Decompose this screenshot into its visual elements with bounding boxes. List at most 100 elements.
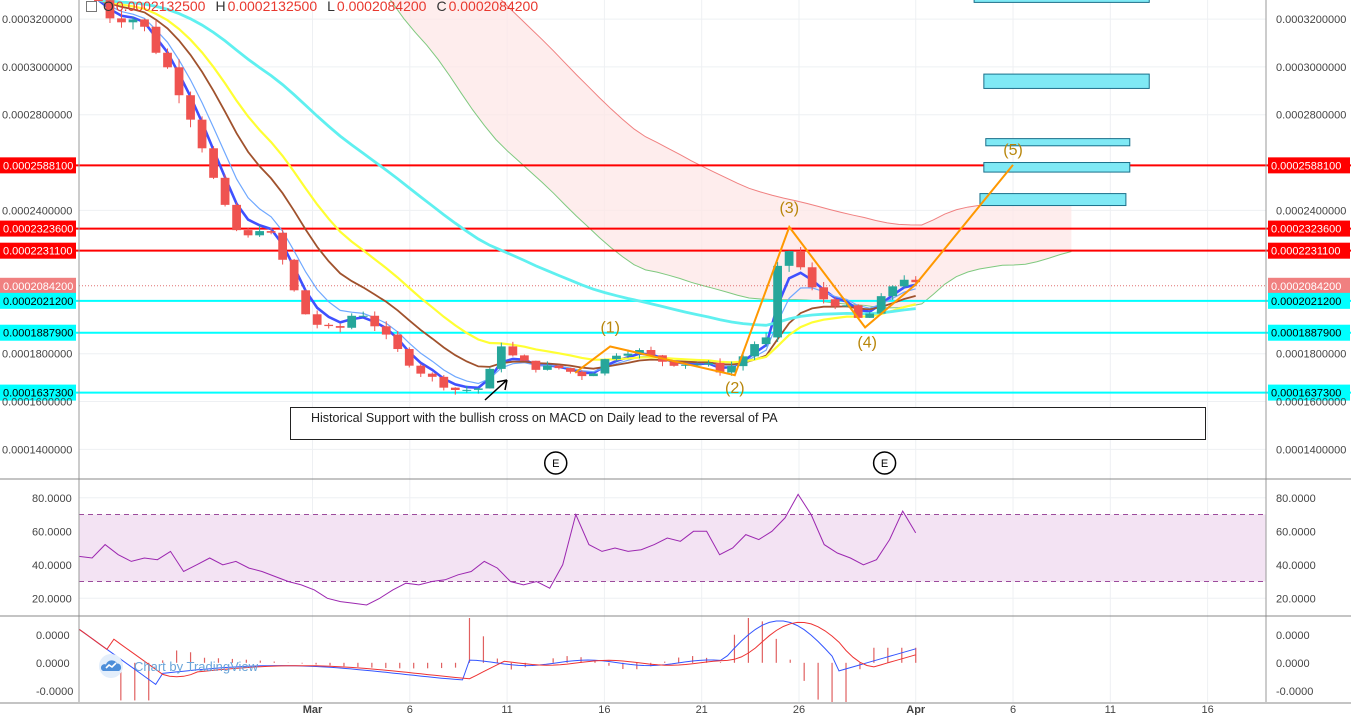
candle-body (807, 267, 817, 288)
rsi-tick-label: 20.0000 (1276, 593, 1316, 605)
candle-body (289, 259, 299, 291)
candle-body (450, 387, 460, 390)
candle-body (669, 361, 679, 366)
level-label: 0.0002588100 (1271, 160, 1341, 172)
candle-body (692, 364, 702, 366)
event-marker (872, 451, 897, 475)
low-value: 0.0002084200 (336, 0, 427, 14)
candle-body (266, 231, 276, 233)
candle (140, 18, 149, 32)
candle (830, 297, 840, 310)
candle-body (750, 344, 759, 357)
candle (450, 387, 460, 395)
candle-body (462, 389, 472, 391)
price-tick-label: 0.0002400000 (2, 205, 72, 217)
candle-body (174, 67, 184, 96)
candle-body (519, 355, 529, 361)
candle-body (485, 368, 495, 389)
candle-body (830, 299, 840, 307)
rsi-band (79, 514, 1266, 582)
macd-line (79, 620, 916, 686)
candle (197, 116, 207, 153)
level-label-bg (0, 277, 76, 294)
candle-body (635, 350, 644, 354)
candle (186, 91, 195, 128)
level-label-bg (1268, 220, 1350, 237)
candle (243, 227, 253, 238)
candle-body (554, 365, 564, 369)
target-zone (973, 0, 1150, 3)
candle (543, 361, 552, 371)
price-tick-label: 0.0001400000 (1276, 444, 1346, 456)
candle-body (381, 326, 391, 335)
candle (105, 0, 115, 24)
candle (151, 20, 161, 55)
candle (404, 347, 414, 368)
candle-body (589, 373, 598, 377)
target-zones (973, 0, 1150, 207)
candle (393, 331, 403, 352)
rsi-tick-label: 40.0000 (32, 560, 72, 572)
time-tick-label: Apr (906, 704, 926, 715)
target-zone (979, 193, 1127, 207)
tradingview-watermark[interactable]: Chart by TradingView (96, 654, 258, 678)
candle-body (784, 251, 794, 266)
macd-tick-label: 0.0000 (1276, 658, 1310, 670)
level-label: 0.0002588100 (3, 160, 73, 172)
expand-icon[interactable] (86, 1, 97, 12)
grid-lines (79, 0, 1266, 702)
candle-body (128, 19, 138, 23)
level-label: 0.0002084200 (3, 281, 73, 293)
level-label: 0.0001637300 (1271, 388, 1341, 400)
candle (519, 354, 529, 361)
candle-body (876, 296, 886, 314)
candle-body (899, 279, 909, 287)
candle (128, 16, 138, 30)
time-tick-label: 11 (501, 704, 512, 715)
rsi-tick-label: 60.0000 (32, 526, 72, 538)
candle-body (278, 232, 288, 260)
price-tick-label: 0.0002800000 (1276, 110, 1346, 122)
level-label-bg (0, 324, 76, 341)
candle-body (819, 287, 829, 300)
candle (439, 375, 449, 391)
candle (715, 358, 725, 376)
candle-body (577, 371, 587, 377)
candle-body (842, 305, 852, 307)
candle-body (186, 95, 195, 120)
high-label: H (215, 0, 226, 14)
candle (485, 367, 495, 389)
price-tick-label: 0.0002800000 (2, 110, 72, 122)
candle-body (911, 279, 921, 283)
level-label: 0.0001637300 (3, 388, 73, 400)
level-label: 0.0002323600 (3, 224, 73, 236)
level-label: 0.0002021200 (3, 296, 73, 308)
macd-tick-label: 0.0000 (1276, 630, 1310, 642)
span-b-line (500, 0, 1072, 226)
candle (174, 59, 184, 104)
price-tick-label: 0.0003200000 (2, 14, 72, 26)
candle-body (117, 18, 126, 23)
candle-body (473, 388, 483, 390)
level-label: 0.0001887900 (3, 328, 73, 340)
macd-tick-label: -0.0000 (36, 686, 73, 698)
candle (577, 370, 587, 380)
candle (289, 258, 299, 292)
level-label: 0.0002084200 (1271, 281, 1341, 293)
candle-body (508, 346, 518, 356)
candle-body (888, 286, 898, 297)
candle (416, 363, 426, 378)
candle (531, 360, 541, 373)
candle-body (220, 177, 230, 205)
candle-body (335, 326, 345, 328)
candle-body (727, 366, 736, 373)
candle (819, 282, 829, 304)
candle-body (94, 0, 103, 1)
time-axis-bg (0, 704, 1351, 715)
wave-line (574, 164, 1014, 377)
level-label-bg (0, 384, 76, 401)
candle-body (243, 230, 253, 236)
candle (784, 250, 794, 272)
candle (347, 313, 357, 330)
